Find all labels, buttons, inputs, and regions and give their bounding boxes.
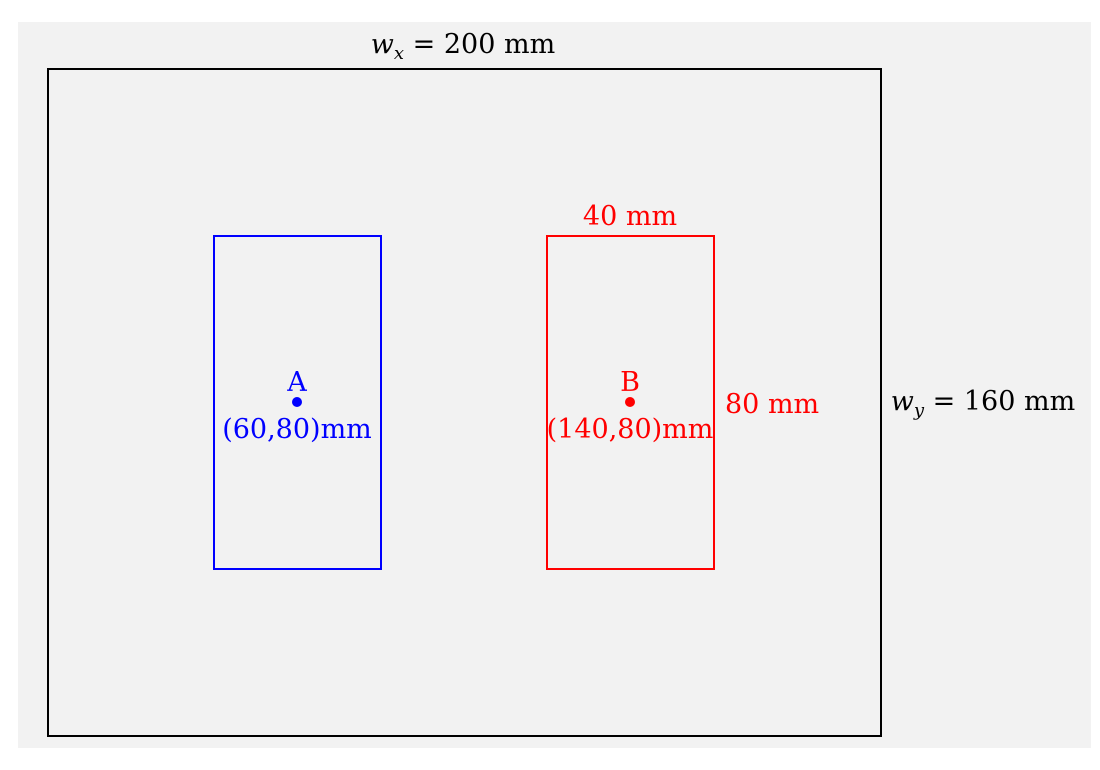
region-b-center-dot <box>625 397 635 407</box>
width-eq: = 200 mm <box>404 29 555 60</box>
region-a-center-dot <box>292 397 302 407</box>
domain-height-label: wy = 160 mm <box>891 386 1075 421</box>
region-b-name: B <box>620 367 640 398</box>
height-var: w <box>891 386 914 417</box>
region-a-rect <box>213 235 382 570</box>
region-b-width-label: 40 mm <box>583 201 677 232</box>
width-sub: x <box>394 43 404 64</box>
region-a-name: A <box>286 367 307 398</box>
region-b: B (140,80)mm 40 mm 80 mm <box>546 201 819 570</box>
width-var: w <box>371 29 394 60</box>
domain-boundary <box>47 68 882 737</box>
domain-width-label: wx = 200 mm <box>371 29 555 64</box>
height-eq: = 160 mm <box>924 386 1075 417</box>
region-b-height-label: 80 mm <box>725 389 819 420</box>
height-sub: y <box>913 400 925 421</box>
region-a-coord-label: (60,80)mm <box>222 414 372 445</box>
region-b-rect <box>546 235 715 570</box>
region-b-coord-label: (140,80)mm <box>547 414 714 445</box>
region-a: A (60,80)mm <box>213 235 382 570</box>
background-panel <box>18 22 1091 748</box>
